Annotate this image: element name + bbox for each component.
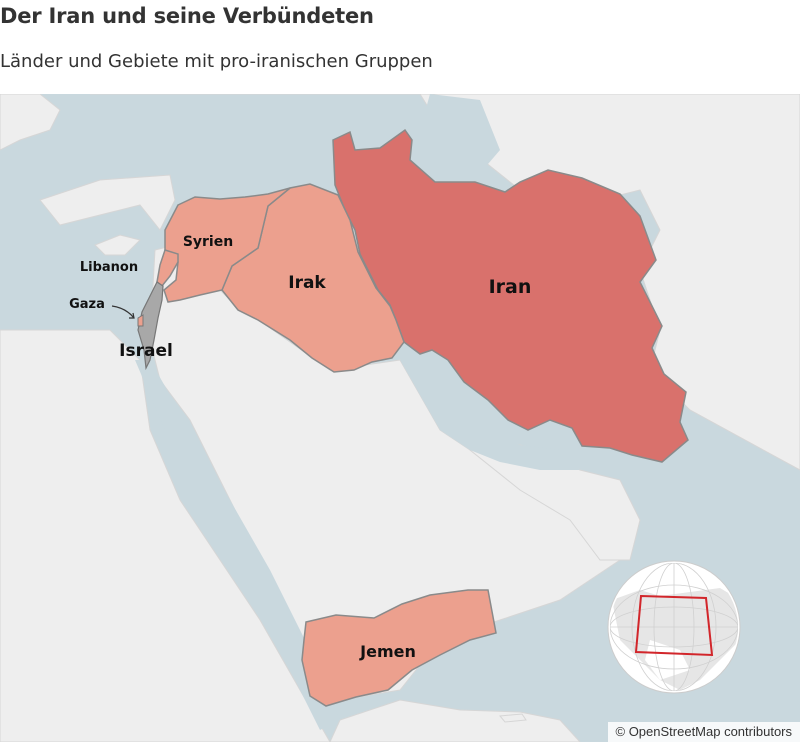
territory-gaza[interactable]	[137, 314, 144, 327]
map-title: Der Iran und seine Verbündeten	[0, 4, 374, 28]
country-irak[interactable]	[221, 183, 405, 373]
land-cyprus	[94, 234, 141, 256]
locator-globe	[607, 560, 741, 694]
label-israel: Israel	[119, 341, 173, 361]
country-jemen[interactable]	[301, 589, 497, 707]
map-subtitle: Länder und Gebiete mit pro-iranischen Gr…	[0, 51, 433, 72]
attribution[interactable]: © OpenStreetMap contributors	[607, 722, 800, 742]
country-israel[interactable]	[137, 281, 164, 371]
island-socotra	[499, 713, 527, 723]
persian-gulf	[400, 360, 580, 470]
label-libanon: Libanon	[80, 260, 138, 275]
map-area[interactable]: Iran Irak Syrien Libanon Gaza Israel Jem…	[0, 94, 800, 742]
label-irak: Irak	[288, 273, 326, 293]
land-anatolia	[39, 174, 176, 231]
label-iran: Iran	[489, 276, 532, 298]
land-horn	[329, 699, 581, 742]
country-libanon[interactable]	[156, 249, 179, 288]
map-svg: Iran Irak Syrien Libanon Gaza Israel Jem…	[0, 94, 800, 742]
land-balkans	[0, 94, 61, 151]
caspian-sea	[420, 94, 500, 185]
label-syrien: Syrien	[183, 234, 233, 250]
label-jemen: Jemen	[359, 642, 416, 661]
label-gaza: Gaza	[69, 297, 105, 312]
land-masses	[0, 94, 800, 742]
gaza-arrow	[111, 305, 135, 319]
land-africa	[0, 329, 331, 742]
gaza-arrow-head	[129, 312, 135, 319]
red-sea	[135, 360, 340, 730]
land-arabia	[149, 244, 621, 701]
locator-frame	[634, 594, 714, 657]
